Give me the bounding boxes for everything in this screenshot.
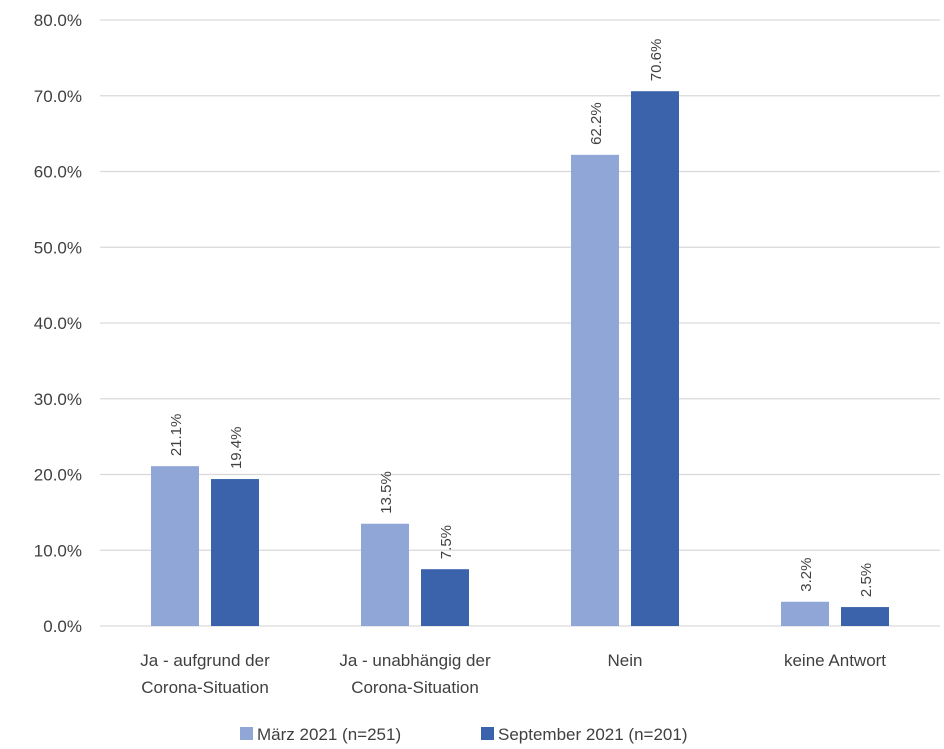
legend-label: März 2021 (n=251) xyxy=(257,725,401,744)
data-label: 19.4% xyxy=(228,426,245,469)
y-tick-label: 80.0% xyxy=(34,11,82,30)
data-label: 70.6% xyxy=(648,39,665,82)
x-category-label: Ja - unabhängig der xyxy=(339,651,491,670)
bar-september xyxy=(421,569,469,626)
data-label: 7.5% xyxy=(438,525,455,559)
legend-swatch xyxy=(240,727,253,740)
bar-maerz xyxy=(361,523,409,626)
bar-september xyxy=(211,479,259,626)
bar-maerz xyxy=(151,466,199,626)
data-label: 62.2% xyxy=(588,102,605,145)
legend-swatch xyxy=(481,727,494,740)
x-category-label: Corona-Situation xyxy=(141,678,269,697)
x-category-label: Corona-Situation xyxy=(351,678,479,697)
legend-label: September 2021 (n=201) xyxy=(498,725,688,744)
y-tick-label: 70.0% xyxy=(34,87,82,106)
y-tick-label: 0.0% xyxy=(43,617,82,636)
data-label: 2.5% xyxy=(858,563,875,597)
y-tick-label: 10.0% xyxy=(34,541,82,560)
data-label: 13.5% xyxy=(378,471,395,514)
bar-maerz xyxy=(781,601,829,626)
bar-september xyxy=(631,91,679,626)
y-tick-label: 40.0% xyxy=(34,314,82,333)
y-tick-label: 20.0% xyxy=(34,466,82,485)
y-tick-label: 50.0% xyxy=(34,238,82,257)
y-tick-label: 30.0% xyxy=(34,390,82,409)
x-category-label: Ja - aufgrund der xyxy=(140,651,270,670)
x-category-label: Nein xyxy=(608,651,643,670)
bar-maerz xyxy=(571,154,619,626)
bar-september xyxy=(841,607,889,626)
data-label: 3.2% xyxy=(798,558,815,592)
y-tick-label: 60.0% xyxy=(34,163,82,182)
data-label: 21.1% xyxy=(168,414,185,457)
x-category-label: keine Antwort xyxy=(784,651,886,670)
